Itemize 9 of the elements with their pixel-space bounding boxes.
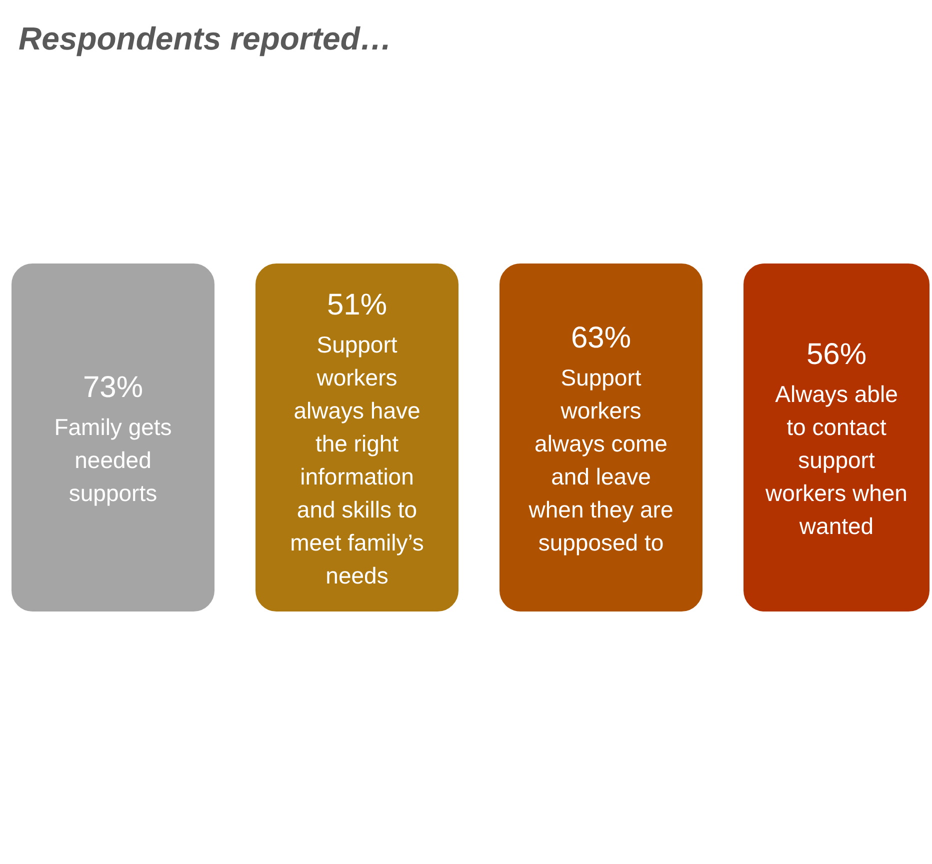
data-label: 73% bbox=[82, 371, 144, 404]
text: Respondents reported… bbox=[18, 20, 392, 56]
data-label: 63% bbox=[570, 322, 632, 354]
category-label: Family gets needed supports bbox=[54, 414, 172, 506]
category-label: Always able to contact support workers when wanted bbox=[764, 381, 908, 539]
category-label: Support workers always come and leave when they are supposed to bbox=[528, 364, 674, 556]
category-label: Support workers always have the right information and skills to meet family’s needs bbox=[290, 332, 424, 588]
data-label: 56% bbox=[806, 338, 867, 371]
data-label: 51% bbox=[326, 288, 388, 322]
